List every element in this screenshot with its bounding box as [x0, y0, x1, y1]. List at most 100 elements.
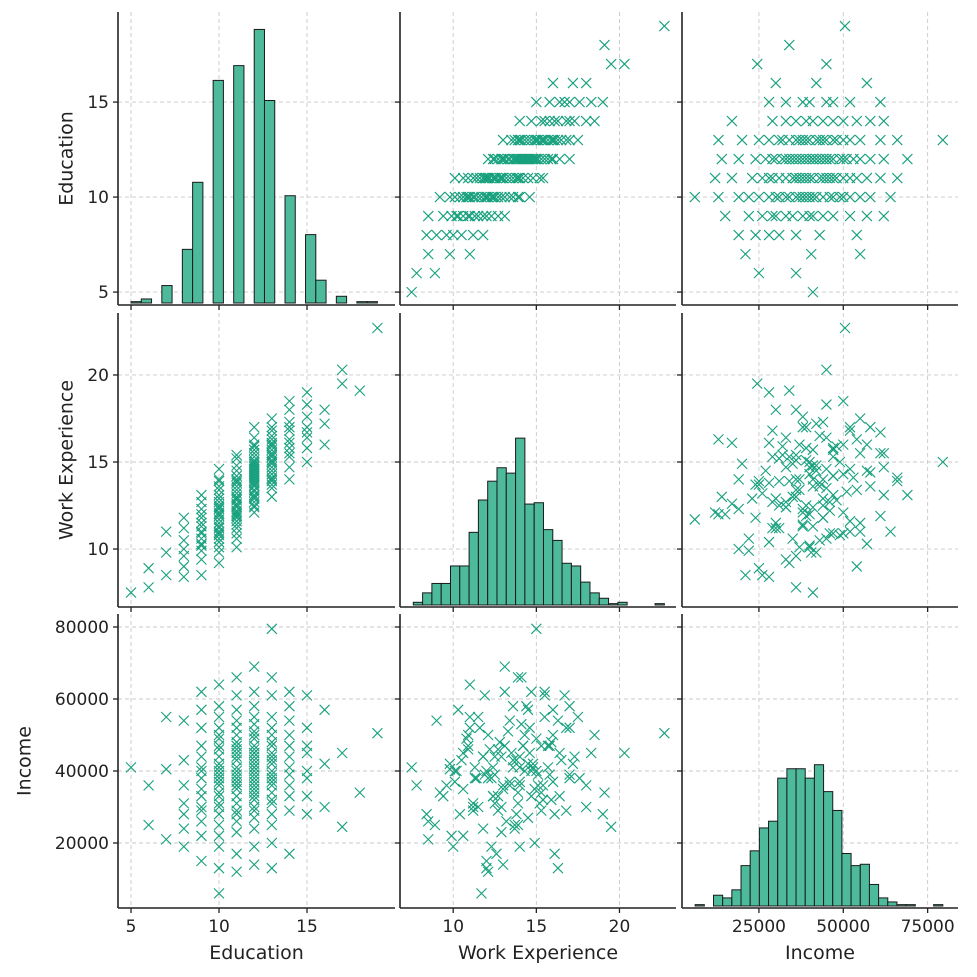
histogram-bar [561, 562, 572, 606]
scatter-point [301, 386, 313, 398]
scatter-point [807, 153, 819, 165]
scatter-point [482, 866, 494, 878]
scatter-point [510, 808, 522, 820]
scatter-point [231, 470, 243, 482]
scatter-point [837, 439, 849, 450]
scatter-point [787, 172, 799, 184]
scatter-point [805, 248, 817, 260]
scatter-point [196, 783, 207, 795]
scatter-point [319, 704, 330, 716]
scatter-point [178, 561, 190, 572]
scatter-point [248, 661, 260, 672]
scatter-point [411, 780, 423, 791]
scatter-point [839, 322, 851, 334]
x-tick-label: 10 [442, 917, 464, 937]
scatter-point [726, 437, 738, 449]
scatter-point [506, 747, 517, 759]
scatter-point [504, 715, 516, 726]
scatter-point [422, 834, 434, 845]
scatter-point [780, 191, 792, 203]
scatter-point [552, 862, 564, 874]
scatter-point [464, 722, 476, 734]
scatter-point [854, 248, 866, 260]
scatter-point [574, 96, 585, 108]
scatter-point [472, 210, 484, 222]
scatter-point [567, 758, 579, 770]
scatter-point [834, 456, 846, 468]
scatter-point [750, 153, 761, 165]
scatter-point [461, 191, 472, 203]
scatter-point [844, 463, 856, 475]
scatter-point [535, 805, 547, 816]
scatter-point [545, 153, 557, 165]
scatter-point [848, 472, 859, 484]
scatter-point [751, 378, 763, 390]
scatter-point [797, 519, 809, 531]
scatter-point [248, 744, 260, 755]
scatter-point [807, 444, 819, 456]
scatter-point [807, 587, 819, 598]
scatter-point [780, 153, 792, 165]
scatter-point [844, 191, 856, 203]
scatter-point [780, 432, 792, 444]
scatter-point [733, 191, 745, 203]
scatter-point [248, 491, 260, 503]
scatter-point [196, 772, 207, 784]
scatter-point [472, 711, 484, 723]
scatter-point [743, 533, 755, 544]
scatter-point [336, 821, 348, 833]
scatter-point [196, 830, 207, 842]
scatter-point [770, 191, 782, 203]
scatter-point [266, 798, 278, 809]
scatter-point [231, 740, 243, 752]
histogram-bar [758, 827, 770, 907]
scatter-point [844, 425, 856, 437]
scatter-point [231, 826, 243, 838]
scatter-point [733, 474, 745, 485]
scatter-point [489, 751, 501, 762]
panel-education-vs-income [677, 12, 958, 310]
scatter-point [763, 571, 775, 583]
scatter-point [178, 841, 190, 852]
histogram-bar [905, 904, 916, 907]
scatter-point [817, 172, 829, 184]
scatter-point [496, 826, 507, 838]
scatter-point [231, 715, 243, 726]
scatter-point [213, 733, 225, 744]
scatter-point [756, 210, 768, 222]
scatter-point [848, 153, 859, 165]
histogram-bar [496, 467, 507, 606]
scatter-point [763, 477, 775, 489]
scatter-point [284, 474, 295, 485]
scatter-point [266, 754, 278, 766]
scatter-point [266, 722, 278, 734]
scatter-point [266, 465, 278, 477]
y-tick-label: 15 [87, 93, 109, 113]
scatter-point [266, 440, 278, 452]
scatter-point [467, 229, 479, 241]
scatter-point [807, 210, 819, 222]
scatter-point [178, 823, 190, 834]
scatter-point [248, 805, 260, 816]
scatter-point [372, 322, 383, 334]
y-tick-label: 5 [98, 283, 109, 303]
scatter-point [559, 690, 570, 701]
scatter-point [875, 134, 886, 146]
histogram-bar [233, 65, 245, 304]
scatter-point [736, 134, 748, 146]
scatter-point [537, 172, 549, 184]
scatter-point [837, 527, 849, 539]
scatter-point [496, 801, 507, 813]
scatter-point [301, 747, 313, 759]
scatter-point [421, 229, 432, 241]
scatter-point [564, 769, 575, 780]
scatter-point [301, 808, 313, 820]
scatter-point [284, 729, 295, 741]
scatter-point [814, 430, 826, 442]
histogram-bar [868, 883, 880, 907]
scatter-point [301, 690, 313, 701]
histogram-bar [356, 301, 368, 304]
scatter-point [196, 521, 207, 532]
scatter-point [597, 808, 609, 820]
scatter-point [266, 479, 278, 491]
